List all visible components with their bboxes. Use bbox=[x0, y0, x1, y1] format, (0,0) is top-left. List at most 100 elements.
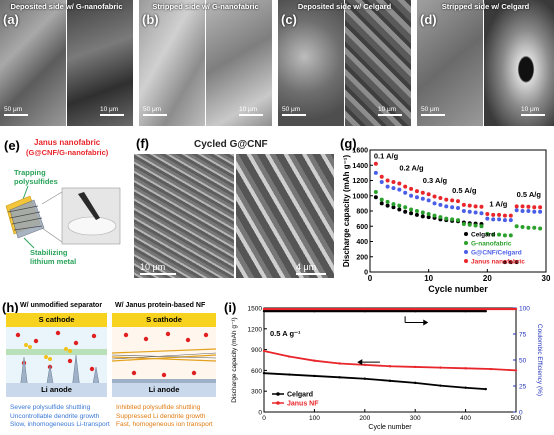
data-point bbox=[414, 209, 419, 213]
janus-nanofabric-illustration bbox=[5, 185, 121, 249]
y-tick-label: 1000 bbox=[352, 193, 368, 200]
data-point bbox=[485, 212, 490, 217]
x-tick-label: 500 bbox=[511, 415, 522, 422]
data-point bbox=[526, 209, 531, 213]
panel-i: (i) 0 300 600 900 1200 1500 0 25 50 75 100 0 100 200 3… bbox=[224, 300, 554, 435]
y-tick-label: 0 bbox=[364, 270, 368, 277]
data-point bbox=[385, 203, 390, 208]
series-line bbox=[263, 372, 486, 391]
x-tick-label: 20 bbox=[483, 274, 492, 283]
data-point bbox=[464, 309, 467, 313]
left-notes: Severe polysulfide shuttling Uncontrolla… bbox=[10, 404, 110, 430]
data-point bbox=[288, 355, 291, 358]
scale-bar-label: 10 μm bbox=[100, 106, 119, 113]
right-notes: Inhibited polysulfide shuttling Suppress… bbox=[116, 404, 213, 430]
data-point bbox=[438, 202, 443, 207]
data-point bbox=[373, 161, 378, 166]
data-point bbox=[403, 205, 408, 210]
data-point bbox=[467, 222, 472, 227]
note-line: Uncontrollable dendrite growth bbox=[10, 412, 100, 420]
rate-capability-chart: 0 200 400 600 800 1000 1200 1400 1600 0 10 20 30 Cycl… bbox=[342, 148, 551, 295]
data-point bbox=[414, 212, 419, 217]
x-tick-label: 100 bbox=[309, 415, 320, 422]
panel-d: Stripped side w/ Celgard (d) 50 μm 10 μm bbox=[417, 0, 554, 126]
data-point bbox=[426, 215, 431, 220]
panel-title: Cycled G@CNF bbox=[194, 139, 268, 150]
panel-g: (g) 0 200 400 600 800 1000 1200 1400 1600 0 10 20 30… bbox=[340, 136, 554, 296]
y2-tick-label: 0 bbox=[519, 410, 523, 417]
data-point bbox=[379, 197, 384, 202]
data-point bbox=[403, 184, 408, 189]
series-line bbox=[263, 350, 517, 372]
data-point bbox=[420, 210, 425, 215]
data-point bbox=[479, 204, 484, 209]
data-point bbox=[313, 309, 316, 313]
panel-label: (e) bbox=[4, 138, 20, 153]
data-point bbox=[514, 260, 519, 265]
data-point bbox=[491, 212, 496, 217]
sem-image-low-mag bbox=[0, 0, 66, 126]
data-point bbox=[456, 205, 460, 210]
data-point bbox=[363, 377, 366, 380]
scale-bar-label: 10 μm bbox=[521, 106, 540, 113]
data-point bbox=[385, 178, 390, 183]
data-point bbox=[397, 207, 402, 212]
data-point bbox=[388, 365, 392, 368]
data-point bbox=[426, 192, 431, 197]
panel-label: (i) bbox=[224, 300, 237, 315]
y-tick-label: 1400 bbox=[352, 163, 368, 170]
panel-f: (f) Cycled G@CNF 10 μm 4 μm bbox=[134, 136, 334, 278]
long-cycling-chart: 0 300 600 900 1200 1500 0 25 50 75 100 0 100 200 300 40… bbox=[231, 306, 543, 432]
panel-label: (g) bbox=[340, 136, 357, 151]
data-point bbox=[409, 186, 414, 191]
polysulfide-dots bbox=[123, 331, 209, 378]
data-point bbox=[397, 181, 402, 186]
y-tick-label: 1200 bbox=[352, 178, 368, 185]
sulfur-chains bbox=[24, 343, 72, 361]
x-axis-label: Cycle number bbox=[428, 284, 488, 294]
data-point bbox=[420, 214, 425, 219]
cathode-label: S cathode bbox=[146, 315, 182, 324]
y2-tick-label: 50 bbox=[519, 358, 527, 365]
data-point bbox=[432, 213, 437, 218]
janus-separator-illustration bbox=[112, 331, 216, 383]
connector-line bbox=[41, 191, 63, 205]
data-point bbox=[520, 204, 525, 209]
data-point bbox=[484, 387, 487, 391]
scale-bar: 10 μm bbox=[239, 106, 263, 116]
scale-bar-label: 4 μm bbox=[296, 262, 317, 272]
data-point bbox=[444, 204, 449, 209]
y-tick-label: 200 bbox=[356, 254, 368, 261]
left-title: W/ unmodified separator bbox=[20, 302, 103, 309]
x-axis-label: Cycle number bbox=[368, 424, 412, 431]
panel-h: (h) W/ unmodified separator W/ Janus pro… bbox=[0, 300, 220, 435]
anode-label: Li anode bbox=[41, 385, 72, 394]
note-line: Slow, inhomogeneous Li-transport bbox=[10, 421, 110, 428]
data-point bbox=[262, 307, 266, 311]
data-point bbox=[438, 196, 443, 201]
data-point bbox=[538, 209, 543, 214]
data-point bbox=[508, 218, 513, 223]
data-point bbox=[497, 232, 502, 237]
data-point bbox=[385, 199, 390, 204]
scale-bar-label: 50 μm bbox=[4, 106, 23, 113]
note-line: Suppressed Li dendrite growth bbox=[116, 412, 206, 420]
data-point bbox=[373, 195, 378, 200]
data-point bbox=[532, 225, 537, 230]
x-tick-label: 200 bbox=[359, 415, 370, 422]
data-point bbox=[473, 223, 478, 228]
panel-label: (f) bbox=[136, 136, 149, 151]
panel-label: (c) bbox=[281, 12, 297, 27]
sem-image-high-mag bbox=[206, 0, 272, 126]
data-point bbox=[514, 307, 518, 311]
arrow-head-left bbox=[357, 359, 363, 366]
y-tick-label: 400 bbox=[356, 239, 368, 246]
data-point bbox=[456, 199, 460, 204]
y2-tick-label: 25 bbox=[519, 384, 527, 391]
data-point bbox=[414, 307, 417, 311]
li-deposit-layer bbox=[112, 379, 216, 383]
x-tick-label: 30 bbox=[542, 274, 551, 283]
rate-annotation: 0.2 A/g bbox=[399, 164, 424, 173]
scale-bar-label: 10 μm bbox=[239, 106, 258, 113]
data-point bbox=[373, 189, 378, 194]
